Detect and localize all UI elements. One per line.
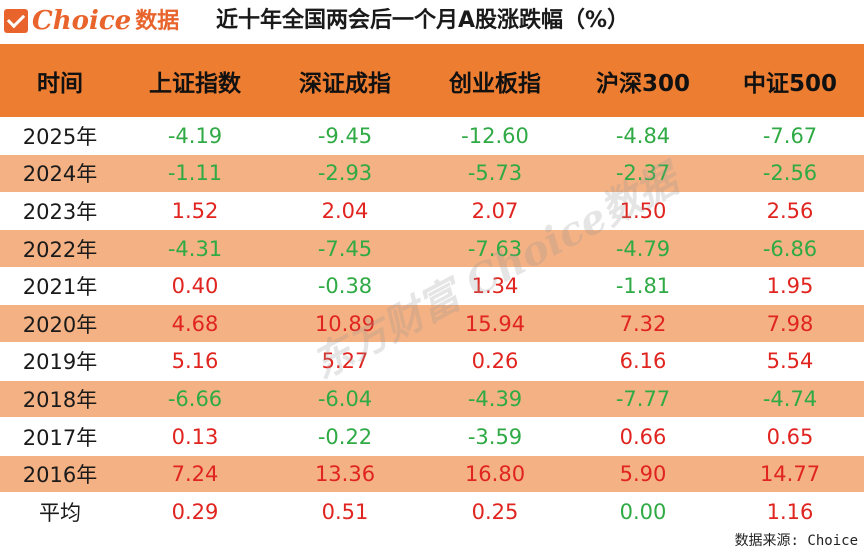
table-cell: -6.66: [120, 380, 270, 419]
table-cell: -1.81: [570, 267, 716, 306]
table-cell: -7.63: [420, 229, 570, 268]
table-cell: -2.37: [570, 154, 716, 193]
table-cell: 1.34: [420, 267, 570, 306]
row-label: 2018年: [0, 380, 120, 419]
header-szse: 深证成指: [270, 44, 420, 117]
table-cell: 7.32: [570, 304, 716, 344]
row-label: 2021年: [0, 267, 120, 306]
choice-logo: Choice 数据: [4, 6, 179, 36]
table-cell: -4.31: [120, 229, 270, 268]
row-label: 2022年: [0, 229, 120, 268]
table-row: 2024年 -1.11 -2.93 -5.73 -2.37 -2.56: [0, 154, 864, 193]
table-cell: 1.95: [716, 267, 864, 306]
row-label: 2023年: [0, 192, 120, 231]
table-row: 2023年 1.52 2.04 2.07 1.50 2.56: [0, 192, 864, 231]
table-row: 2016年 7.24 13.36 16.80 5.90 14.77: [0, 455, 864, 494]
table-cell: -5.73: [420, 154, 570, 193]
table-cell: 7.24: [120, 455, 270, 494]
table-cell: -3.59: [420, 417, 570, 456]
table-cell: -0.38: [270, 267, 420, 306]
table-row: 平均 0.29 0.51 0.25 0.00 1.16: [0, 492, 864, 532]
table-cell: 5.90: [570, 455, 716, 494]
table-cell: 0.51: [270, 492, 420, 532]
table-row: 2019年 5.16 5.27 0.26 6.16 5.54: [0, 342, 864, 381]
table-cell: 13.36: [270, 455, 420, 494]
table-cell: 0.25: [420, 492, 570, 532]
table-row: 2025年 -4.19 -9.45 -12.60 -4.84 -7.67: [0, 117, 864, 156]
table-cell: 5.54: [716, 342, 864, 381]
table-cell: -4.84: [570, 117, 716, 156]
table-cell: -12.60: [420, 117, 570, 156]
table-cell: 0.29: [120, 492, 270, 532]
table-cell: -4.39: [420, 380, 570, 419]
page-title: 近十年全国两会后一个月A股涨跌幅（%）: [216, 8, 630, 33]
header: Choice 数据 近十年全国两会后一个月A股涨跌幅（%）: [0, 0, 864, 42]
table-cell: 1.16: [716, 492, 864, 532]
table-cell: -9.45: [270, 117, 420, 156]
table-cell: 0.26: [420, 342, 570, 381]
header-time: 时间: [0, 44, 120, 117]
table-cell: 4.68: [120, 304, 270, 344]
table-cell: 5.16: [120, 342, 270, 381]
table-cell: 10.89: [270, 304, 420, 344]
header-chinext: 创业板指: [420, 44, 570, 117]
table-body: 2025年 -4.19 -9.45 -12.60 -4.84 -7.67 2024年 -1.1…: [0, 117, 864, 532]
table-row: 2018年 -6.66 -6.04 -4.39 -7.77 -4.74: [0, 380, 864, 419]
table-cell: -7.77: [570, 380, 716, 419]
table-header-row: 时间 上证指数 深证成指 创业板指 沪深300 中证500: [0, 44, 864, 117]
row-label: 2016年: [0, 455, 120, 494]
table-cell: -4.79: [570, 229, 716, 268]
logo-sub: 数据: [135, 8, 180, 34]
table-cell: 0.13: [120, 417, 270, 456]
table-cell: 0.00: [570, 492, 716, 532]
row-label: 2019年: [0, 342, 120, 381]
returns-table: 时间 上证指数 深证成指 创业板指 沪深300 中证500 2025年 -4.19…: [0, 44, 864, 532]
checkmark-icon: [4, 9, 28, 33]
table-cell: 14.77: [716, 455, 864, 494]
table-cell: -6.04: [270, 380, 420, 419]
table-cell: 0.65: [716, 417, 864, 456]
table-cell: -1.11: [120, 154, 270, 193]
table-cell: 15.94: [420, 304, 570, 344]
table-cell: 6.16: [570, 342, 716, 381]
table-cell: -0.22: [270, 417, 420, 456]
table-cell: -4.74: [716, 380, 864, 419]
header-csi300: 沪深300: [570, 44, 716, 117]
header-sse: 上证指数: [120, 44, 270, 117]
table-cell: 0.66: [570, 417, 716, 456]
table-cell: 2.04: [270, 192, 420, 231]
logo-text: Choice: [32, 6, 132, 36]
row-label: 2025年: [0, 117, 120, 156]
table-row: 2021年 0.40 -0.38 1.34 -1.81 1.95: [0, 267, 864, 306]
table-cell: 2.56: [716, 192, 864, 231]
row-label: 平均: [0, 492, 120, 532]
row-label: 2017年: [0, 417, 120, 456]
table-cell: -7.45: [270, 229, 420, 268]
table-cell: -2.93: [270, 154, 420, 193]
table-cell: -7.67: [716, 117, 864, 156]
source-note: 数据来源: Choice: [734, 533, 858, 549]
table-cell: 1.50: [570, 192, 716, 231]
table-cell: 1.52: [120, 192, 270, 231]
table-row: 2020年 4.68 10.89 15.94 7.32 7.98: [0, 304, 864, 344]
row-label: 2020年: [0, 304, 120, 344]
table-cell: 5.27: [270, 342, 420, 381]
table-row: 2022年 -4.31 -7.45 -7.63 -4.79 -6.86: [0, 229, 864, 268]
table-cell: 7.98: [716, 304, 864, 344]
table-cell: -6.86: [716, 229, 864, 268]
row-label: 2024年: [0, 154, 120, 193]
table-cell: 2.07: [420, 192, 570, 231]
table-cell: 0.40: [120, 267, 270, 306]
table-row: 2017年 0.13 -0.22 -3.59 0.66 0.65: [0, 417, 864, 456]
header-csi500: 中证500: [716, 44, 864, 117]
table-cell: -4.19: [120, 117, 270, 156]
table-cell: -2.56: [716, 154, 864, 193]
table-cell: 16.80: [420, 455, 570, 494]
